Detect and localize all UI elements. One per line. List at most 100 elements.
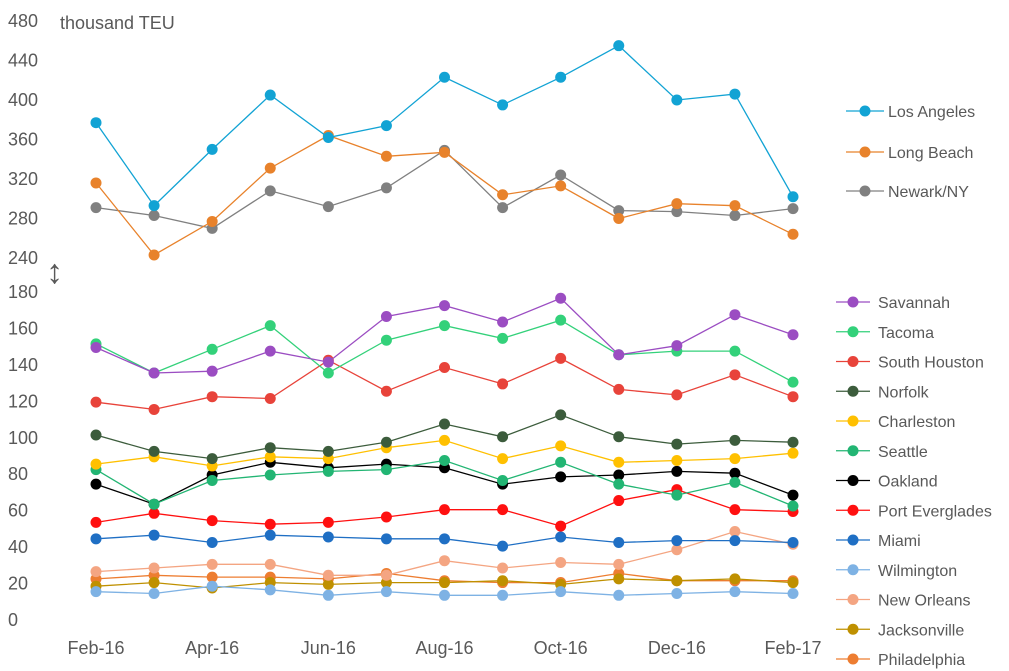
data-point [264,393,276,405]
x-tick-label: Apr-16 [185,638,239,658]
y-tick-label-upper: 240 [8,248,38,268]
data-point [206,558,218,570]
data-point [729,526,741,538]
data-point [555,292,567,304]
data-point [90,516,102,528]
data-point [322,367,334,379]
x-tick-label: Feb-16 [67,638,124,658]
data-point [613,349,625,361]
legend-label: Los Angeles [888,104,975,121]
data-point [90,341,102,353]
data-point [380,533,392,545]
data-point [380,385,392,397]
data-point [90,458,102,470]
data-point [497,575,509,587]
data-point [439,589,450,601]
data-point [148,562,160,574]
data-point [613,205,625,217]
series-savannah [90,292,799,379]
data-point [148,498,160,510]
y-tick-label-lower: 0 [8,610,18,630]
y-axis-ticks: 240 280 320 360 400 440 480 0 20 40 60 80 100 120 140 1… [8,11,38,630]
y-tick-label-lower: 160 [8,318,38,338]
data-point [322,569,334,581]
series-layer [90,40,799,601]
x-tick-label: Aug-16 [415,638,473,658]
data-point [555,71,567,83]
legend-label: Wilmington [878,563,957,580]
data-point [671,535,683,547]
data-point [729,476,741,488]
data-point [671,340,683,352]
data-point [729,434,741,446]
data-point [613,573,625,585]
data-point [729,369,741,381]
data-point [90,117,102,129]
data-point [555,520,567,532]
data-point [671,198,683,210]
data-point [787,587,799,599]
data-point [90,177,102,189]
data-point [90,533,102,545]
y-tick-label-lower: 180 [8,282,38,302]
data-point [497,316,509,328]
data-point [264,469,276,481]
legend-marker [847,356,859,367]
data-point [613,478,625,490]
series-tacoma [90,314,799,388]
data-point [787,447,799,459]
legend-marker [847,415,859,427]
legend-label: Charleston [878,414,955,431]
data-point [380,150,392,162]
data-point [322,589,334,601]
data-point [380,569,392,581]
data-point [671,587,683,599]
legend-item: Seattle [836,444,928,461]
y-tick-label-lower: 60 [8,501,28,521]
data-point [439,146,450,158]
data-point [787,376,799,388]
data-point [497,562,509,574]
series-new-orleans [90,526,799,581]
y-tick-label-lower: 20 [8,574,28,594]
data-point [787,329,799,341]
data-point [206,343,218,355]
data-point [264,185,276,197]
data-point [671,94,683,106]
legend-marker [847,564,859,576]
data-point [555,456,567,468]
legend-item: Wilmington [836,563,957,580]
data-point [148,529,160,541]
data-point [729,88,741,100]
legend-item: Oakland [836,474,938,491]
data-point [555,557,567,569]
data-point [671,389,683,401]
data-point [380,120,392,132]
data-point [148,200,160,212]
data-point [264,320,276,332]
data-point [322,201,334,213]
data-point [264,529,276,541]
y-tick-label-lower: 80 [8,464,28,484]
data-point [497,504,509,516]
data-point [90,396,102,408]
data-point [729,586,741,598]
data-point [613,536,625,548]
y-tick-label-lower: 120 [8,391,38,411]
data-point [729,345,741,357]
data-point [264,162,276,174]
legend-marker [847,296,859,308]
data-point [729,535,741,547]
legend-marker [847,385,859,397]
legend-item: Norfolk [836,384,930,401]
legend-item: New Orleans [836,593,970,610]
data-point [729,453,741,465]
data-point [787,228,799,240]
data-point [380,586,392,598]
data-point [439,71,450,83]
data-point [787,203,799,215]
legend-marker [847,504,859,516]
data-point [729,309,741,321]
data-point [439,533,450,545]
